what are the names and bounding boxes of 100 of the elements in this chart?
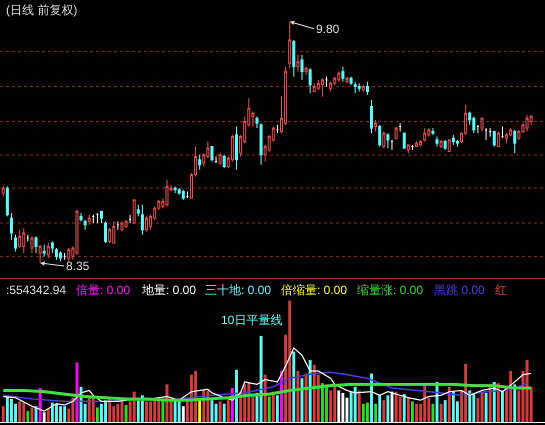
candlestick bbox=[452, 134, 455, 146]
candlestick bbox=[75, 209, 78, 256]
bar bbox=[18, 401, 22, 422]
candlestick bbox=[288, 21, 292, 69]
candlestick bbox=[480, 118, 484, 132]
candlestick bbox=[390, 139, 394, 150]
bar bbox=[26, 411, 30, 422]
candlestick bbox=[325, 76, 328, 88]
bar bbox=[116, 404, 120, 422]
bar bbox=[480, 392, 484, 422]
bar bbox=[386, 395, 390, 422]
bar bbox=[354, 386, 357, 422]
bar bbox=[75, 362, 78, 422]
bar bbox=[488, 386, 492, 422]
candlestick bbox=[46, 242, 50, 259]
bar bbox=[440, 404, 443, 422]
candlestick bbox=[14, 234, 18, 252]
candlestick bbox=[128, 214, 132, 224]
candlestick bbox=[38, 244, 42, 264]
bar bbox=[411, 401, 414, 422]
bar bbox=[10, 398, 13, 422]
candlestick bbox=[50, 240, 54, 254]
candlestick bbox=[140, 204, 144, 236]
candlestick bbox=[354, 81, 357, 94]
candlestick bbox=[63, 252, 66, 260]
candlestick bbox=[6, 186, 9, 217]
bar bbox=[464, 364, 468, 422]
candlestick bbox=[54, 248, 58, 260]
candlestick bbox=[312, 82, 316, 92]
bar bbox=[100, 404, 103, 422]
candlestick bbox=[394, 126, 398, 140]
bar bbox=[198, 400, 202, 422]
bar bbox=[374, 404, 378, 422]
bar bbox=[362, 404, 365, 422]
candlestick bbox=[116, 220, 120, 230]
candlestick bbox=[214, 156, 218, 164]
candlestick bbox=[218, 152, 222, 166]
bar bbox=[276, 395, 279, 422]
candlestick bbox=[350, 76, 353, 86]
candlestick bbox=[260, 122, 263, 166]
bar bbox=[260, 336, 262, 422]
bar bbox=[96, 407, 99, 422]
candlestick bbox=[525, 114, 528, 132]
candlestick bbox=[42, 244, 46, 257]
text: 倍缩量: 0.00 bbox=[281, 283, 348, 297]
candlestick bbox=[210, 146, 214, 162]
candlestick bbox=[440, 139, 443, 149]
candlestick bbox=[255, 116, 258, 129]
candlestick bbox=[124, 219, 128, 229]
candlestick bbox=[10, 212, 13, 240]
candlestick bbox=[308, 68, 312, 94]
bar bbox=[153, 400, 156, 422]
candlestick bbox=[406, 144, 410, 154]
candlestick bbox=[84, 219, 87, 230]
candlestick bbox=[88, 214, 91, 226]
bar bbox=[444, 400, 447, 422]
text: 三十地: 0.00 bbox=[205, 283, 272, 297]
candlestick bbox=[136, 204, 140, 217]
candlestick bbox=[423, 128, 426, 142]
bar bbox=[415, 404, 418, 422]
candlestick bbox=[496, 131, 500, 147]
candlestick bbox=[374, 119, 378, 132]
bar bbox=[300, 378, 304, 422]
candlestick bbox=[198, 154, 202, 170]
bar bbox=[366, 402, 369, 422]
candlestick bbox=[500, 126, 504, 139]
candlestick bbox=[386, 132, 390, 149]
bar bbox=[406, 398, 410, 422]
candlestick bbox=[410, 144, 414, 150]
text: 红 bbox=[495, 283, 507, 297]
candlestick bbox=[358, 82, 361, 92]
candlestick bbox=[96, 212, 99, 224]
candlestick bbox=[165, 179, 168, 207]
bar bbox=[6, 396, 9, 422]
candlestick bbox=[419, 139, 422, 147]
bar bbox=[509, 371, 512, 422]
candlestick bbox=[415, 141, 418, 147]
candlestick bbox=[476, 124, 480, 134]
candlestick bbox=[382, 131, 386, 149]
bar bbox=[63, 406, 66, 422]
annotation: 10日平量线 bbox=[221, 313, 282, 327]
bar bbox=[526, 360, 528, 422]
candlestick bbox=[174, 186, 177, 194]
candlestick bbox=[67, 248, 70, 262]
candlestick bbox=[448, 139, 451, 152]
candlestick bbox=[370, 99, 374, 134]
candlestick bbox=[276, 124, 279, 134]
bar bbox=[55, 404, 58, 422]
annotation: 9.80 bbox=[316, 22, 340, 36]
annotation: 8.35 bbox=[66, 259, 90, 273]
candlestick bbox=[120, 220, 124, 232]
bar bbox=[124, 405, 128, 422]
candlestick bbox=[484, 128, 488, 140]
candlestick bbox=[296, 54, 300, 72]
bar bbox=[394, 392, 398, 422]
candlestick bbox=[22, 228, 26, 254]
candlestick bbox=[104, 220, 108, 244]
candlestick bbox=[100, 210, 103, 224]
candlestick bbox=[337, 71, 340, 82]
bar bbox=[210, 400, 214, 422]
